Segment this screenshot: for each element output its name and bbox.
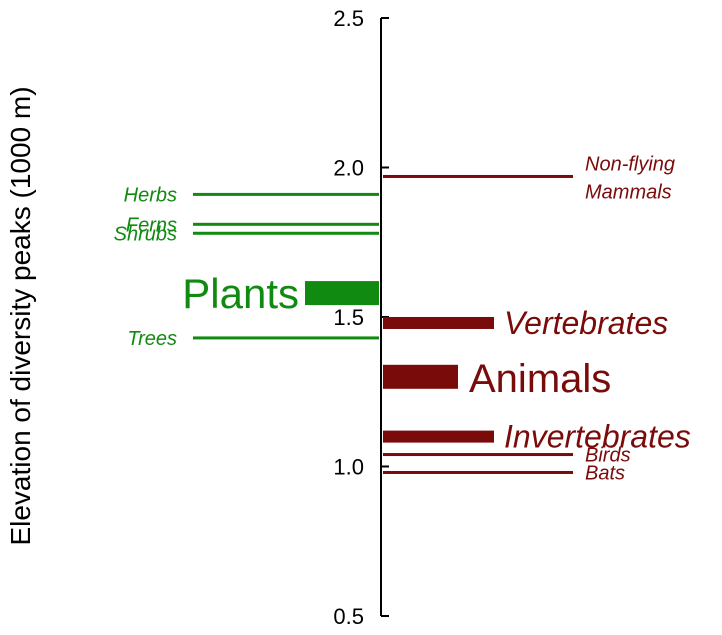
animals-bats-bar <box>383 470 573 474</box>
plants-plants-label: Plants <box>182 270 299 317</box>
plants-trees-bar <box>193 336 379 340</box>
y-tick-label: 0.5 <box>333 604 364 629</box>
y-axis-label: Elevation of diversity peaks (1000 m) <box>5 86 36 545</box>
plants-herbs-label: Herbs <box>124 184 177 206</box>
plants-plants-bar <box>305 281 379 306</box>
plants-trees-label: Trees <box>127 328 177 350</box>
plants-shrubs-bar <box>193 231 379 235</box>
animals-non-flying-mammals-label: Non-flying Mammals <box>585 153 675 203</box>
animals-bats-label: Bats <box>585 462 625 484</box>
y-tick-label: 1.0 <box>333 455 364 480</box>
animals-birds-bar <box>383 453 573 457</box>
animals-birds-label: Birds <box>585 445 631 467</box>
animals-animals-label: Animals <box>469 357 611 401</box>
plants-ferns-bar <box>193 222 379 226</box>
animals-vertebrates-label: Vertebrates <box>504 305 668 341</box>
label-line-1: Non-flying <box>585 153 675 175</box>
animals-invertebrates-bar <box>383 430 494 443</box>
y-tick-label: 2.5 <box>333 6 364 31</box>
animals-vertebrates-bar <box>383 316 494 329</box>
animals-non-flying-mammals-bar <box>383 174 573 178</box>
plants-shrubs-label: Shrubs <box>114 223 177 245</box>
plants-ferns-label: Ferns <box>126 214 177 236</box>
y-tick-label: 2.0 <box>333 156 364 181</box>
animals-animals-bar <box>383 364 458 389</box>
y-tick-label: 1.5 <box>333 305 364 330</box>
y-ticks: 0.5 1.0 1.5 2.0 2.5 <box>333 6 389 629</box>
label-line-2: Mammals <box>585 181 672 203</box>
plants-herbs-bar <box>193 192 379 196</box>
animals-invertebrates-label: Invertebrates <box>504 419 691 455</box>
